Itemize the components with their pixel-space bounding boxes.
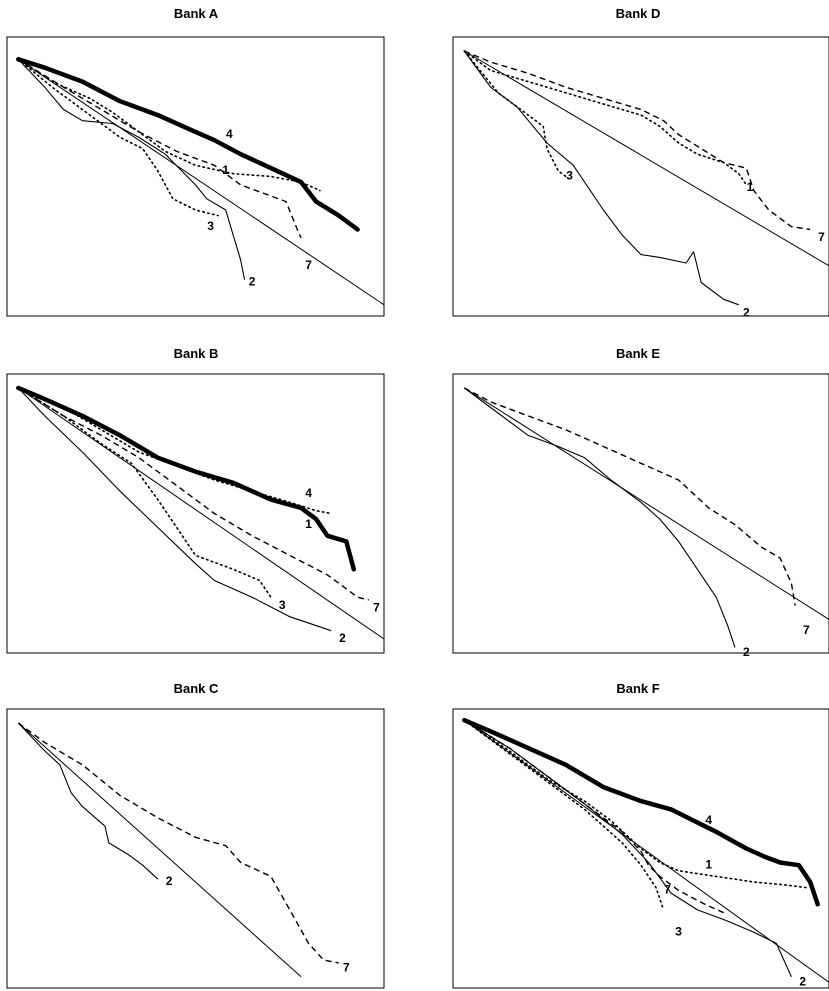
series-line-7 [17, 722, 339, 964]
series-line-3 [463, 50, 567, 178]
series-line-4 [462, 717, 820, 907]
curve-label-2: 2 [166, 874, 173, 888]
curve-label-2: 2 [339, 631, 346, 645]
curve-label-7: 7 [803, 623, 810, 637]
curve-label-4: 4 [305, 486, 312, 500]
series-line-4 [16, 385, 357, 572]
curve-label-3: 3 [675, 924, 682, 938]
series-line-ref [18, 58, 385, 306]
curve-label-4: 4 [705, 813, 712, 827]
label-layer: 3 1 7 2 [566, 169, 825, 320]
series-line-1 [463, 50, 748, 186]
panel-bank-d: Bank D 3 1 7 2 [452, 6, 829, 320]
series-line-7 [464, 50, 811, 231]
plot-frame [6, 708, 385, 989]
series-layer [463, 50, 829, 306]
series-layer [16, 57, 385, 306]
panel-bank-f: Bank F 4 1 7 3 2 [452, 681, 829, 989]
panel-title: Bank B [174, 346, 219, 361]
label-layer: 4 1 7 3 2 [664, 813, 806, 989]
series-line-2 [17, 387, 332, 632]
plot-frame [452, 373, 829, 654]
curve-label-7: 7 [664, 883, 671, 897]
series-line-1 [17, 387, 333, 515]
curve-label-7: 7 [305, 258, 312, 272]
curve-label-1: 1 [222, 163, 229, 177]
series-line-2 [17, 58, 246, 280]
curve-label-7: 7 [343, 961, 350, 975]
series-layer [463, 387, 829, 648]
plot-frame [6, 36, 385, 317]
series-line-7 [17, 387, 370, 601]
panel-bank-b: Bank B 4 1 3 7 2 [6, 346, 385, 654]
panel-bank-a: Bank A 4 1 3 7 2 [6, 6, 385, 317]
curve-label-7: 7 [373, 601, 380, 615]
series-line-ref [17, 722, 302, 978]
curve-label-3: 3 [207, 219, 214, 233]
curve-label-3: 3 [279, 598, 286, 612]
curve-label-2: 2 [743, 305, 750, 319]
series-line-7 [17, 58, 302, 239]
label-layer: 4 1 3 7 2 [279, 486, 380, 645]
curve-label-1: 1 [705, 857, 712, 871]
label-layer: 27 [166, 874, 350, 975]
series-layer [16, 385, 385, 640]
curve-label-2: 2 [249, 275, 256, 289]
series-line-ref [464, 50, 829, 267]
series-layer [17, 722, 339, 978]
panel-bank-c: Bank C 27 [6, 681, 385, 989]
series-line-3 [17, 387, 272, 599]
series-line-4 [16, 57, 360, 232]
series-line-2 [463, 50, 739, 306]
series-line-ref [464, 387, 829, 620]
series-line-ref [464, 719, 829, 983]
series-line-7 [463, 387, 796, 606]
series-line-2 [17, 722, 159, 880]
panel-title: Bank F [616, 681, 659, 696]
plot-frame [452, 708, 829, 989]
plot-frame [452, 36, 829, 317]
curve-label-2: 2 [743, 645, 750, 659]
curve-label-2: 2 [799, 975, 806, 989]
panel-bank-e: Bank E 72 [452, 346, 829, 659]
series-line-3 [463, 719, 665, 911]
series-line-2 [464, 719, 792, 978]
label-layer: 72 [743, 623, 810, 659]
curve-label-7: 7 [818, 230, 825, 244]
series-line-2 [463, 387, 736, 648]
series-layer [462, 717, 829, 983]
panel-title: Bank E [616, 346, 660, 361]
series-line-3 [17, 58, 219, 217]
panel-title: Bank D [616, 6, 661, 21]
curve-label-3: 3 [566, 169, 573, 183]
label-layer: 4 1 3 7 2 [207, 127, 312, 289]
curve-label-1: 1 [747, 180, 754, 194]
panel-title: Bank A [174, 6, 219, 21]
panel-title: Bank C [174, 681, 219, 696]
curve-label-1: 1 [305, 517, 312, 531]
series-line-ref [18, 387, 385, 640]
curve-label-4: 4 [226, 127, 233, 141]
series-line-1 [463, 719, 808, 889]
